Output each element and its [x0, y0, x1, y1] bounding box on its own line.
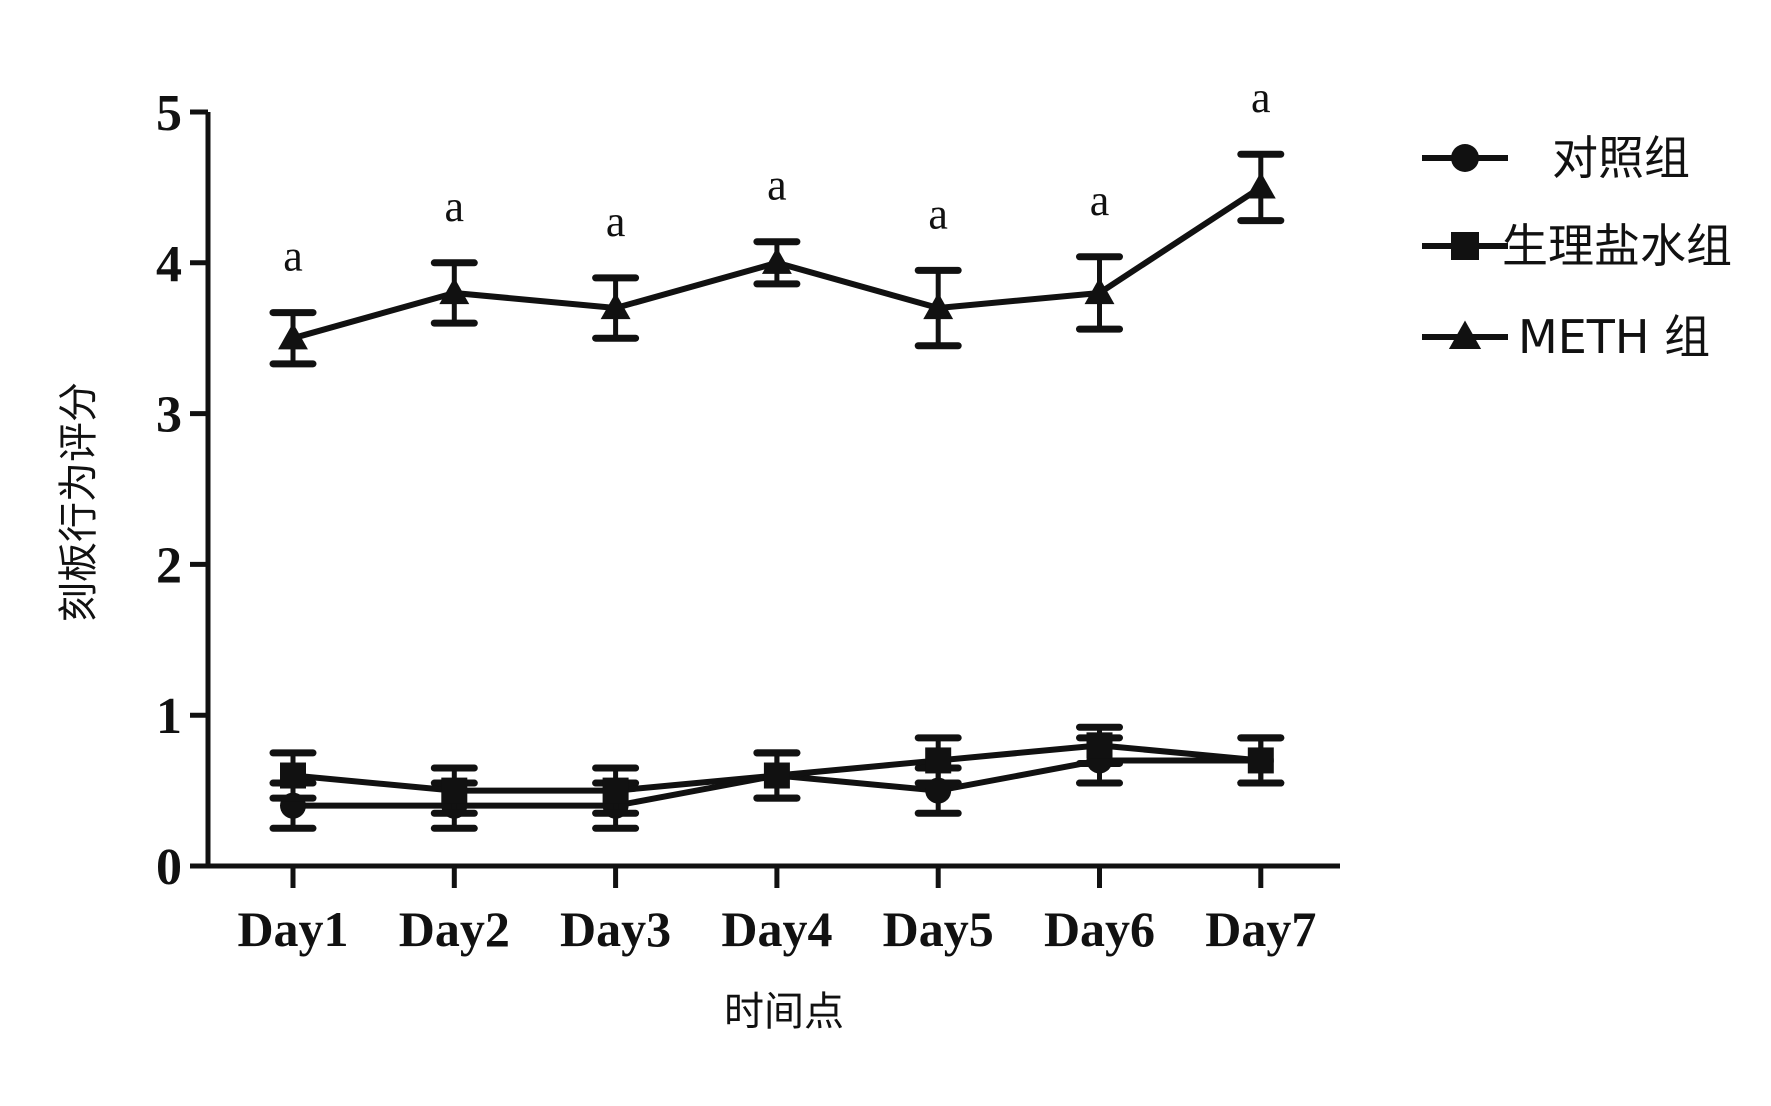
significance-label: a — [767, 161, 787, 210]
x-ticks: Day1 Day2 Day3 Day4 Day5 Day6 Day7 — [237, 866, 1316, 957]
data-point — [280, 762, 306, 789]
data-point — [1247, 747, 1274, 774]
x-tick-label: Day3 — [560, 901, 671, 957]
x-tick-label: Day4 — [721, 901, 832, 957]
data-point — [761, 247, 792, 274]
data-point — [1245, 172, 1276, 199]
y-tick-label: 1 — [156, 688, 182, 745]
legend-item: 对照组 — [1422, 131, 1690, 185]
x-tick-label: Day7 — [1205, 901, 1316, 957]
legend-label: 对照组 — [1552, 131, 1690, 185]
y-tick-label: 3 — [156, 387, 182, 444]
y-tick-label: 2 — [156, 537, 182, 594]
y-axis-title: 刻板行为评分 — [56, 382, 102, 622]
significance-label: a — [283, 232, 303, 281]
x-tick-label: Day6 — [1044, 901, 1155, 957]
series-2 — [269, 723, 1285, 817]
legend-item: METH 组 — [1422, 310, 1710, 364]
data-point — [763, 762, 790, 789]
data-point — [278, 322, 308, 350]
data-point — [600, 292, 631, 320]
data-point — [925, 747, 952, 774]
data-point — [1084, 277, 1115, 305]
data-point — [441, 777, 468, 804]
legend-label: METH 组 — [1518, 310, 1710, 364]
data-point — [1086, 732, 1113, 759]
x-axis-title: 时间点 — [724, 989, 844, 1035]
data-point — [923, 292, 954, 320]
y-tick-label: 5 — [156, 85, 182, 142]
significance-label: a — [1251, 73, 1271, 122]
series-3 — [269, 150, 1285, 368]
y-tick-label: 4 — [156, 236, 182, 293]
axes — [205, 112, 1340, 869]
significance-label: a — [928, 189, 948, 238]
y-ticks: 0 1 2 3 4 5 — [156, 85, 208, 896]
legend-marker — [1448, 320, 1482, 349]
significance-label: a — [606, 197, 626, 246]
legend-item: 生理盐水组 — [1422, 219, 1732, 273]
data-point — [439, 277, 470, 305]
legend-marker — [1451, 232, 1479, 260]
data-point — [602, 777, 629, 804]
series-layer — [269, 150, 1285, 832]
legend-label: 生理盐水组 — [1502, 219, 1732, 273]
annotations: a a a a a a a — [283, 73, 1270, 280]
y-tick-label: 0 — [156, 839, 182, 896]
significance-label: a — [445, 182, 465, 231]
legend-marker — [1451, 144, 1479, 172]
x-tick-label: Day5 — [883, 901, 994, 957]
significance-label: a — [1090, 176, 1110, 225]
x-tick-label: Day2 — [399, 901, 510, 957]
x-tick-label: Day1 — [237, 901, 348, 957]
